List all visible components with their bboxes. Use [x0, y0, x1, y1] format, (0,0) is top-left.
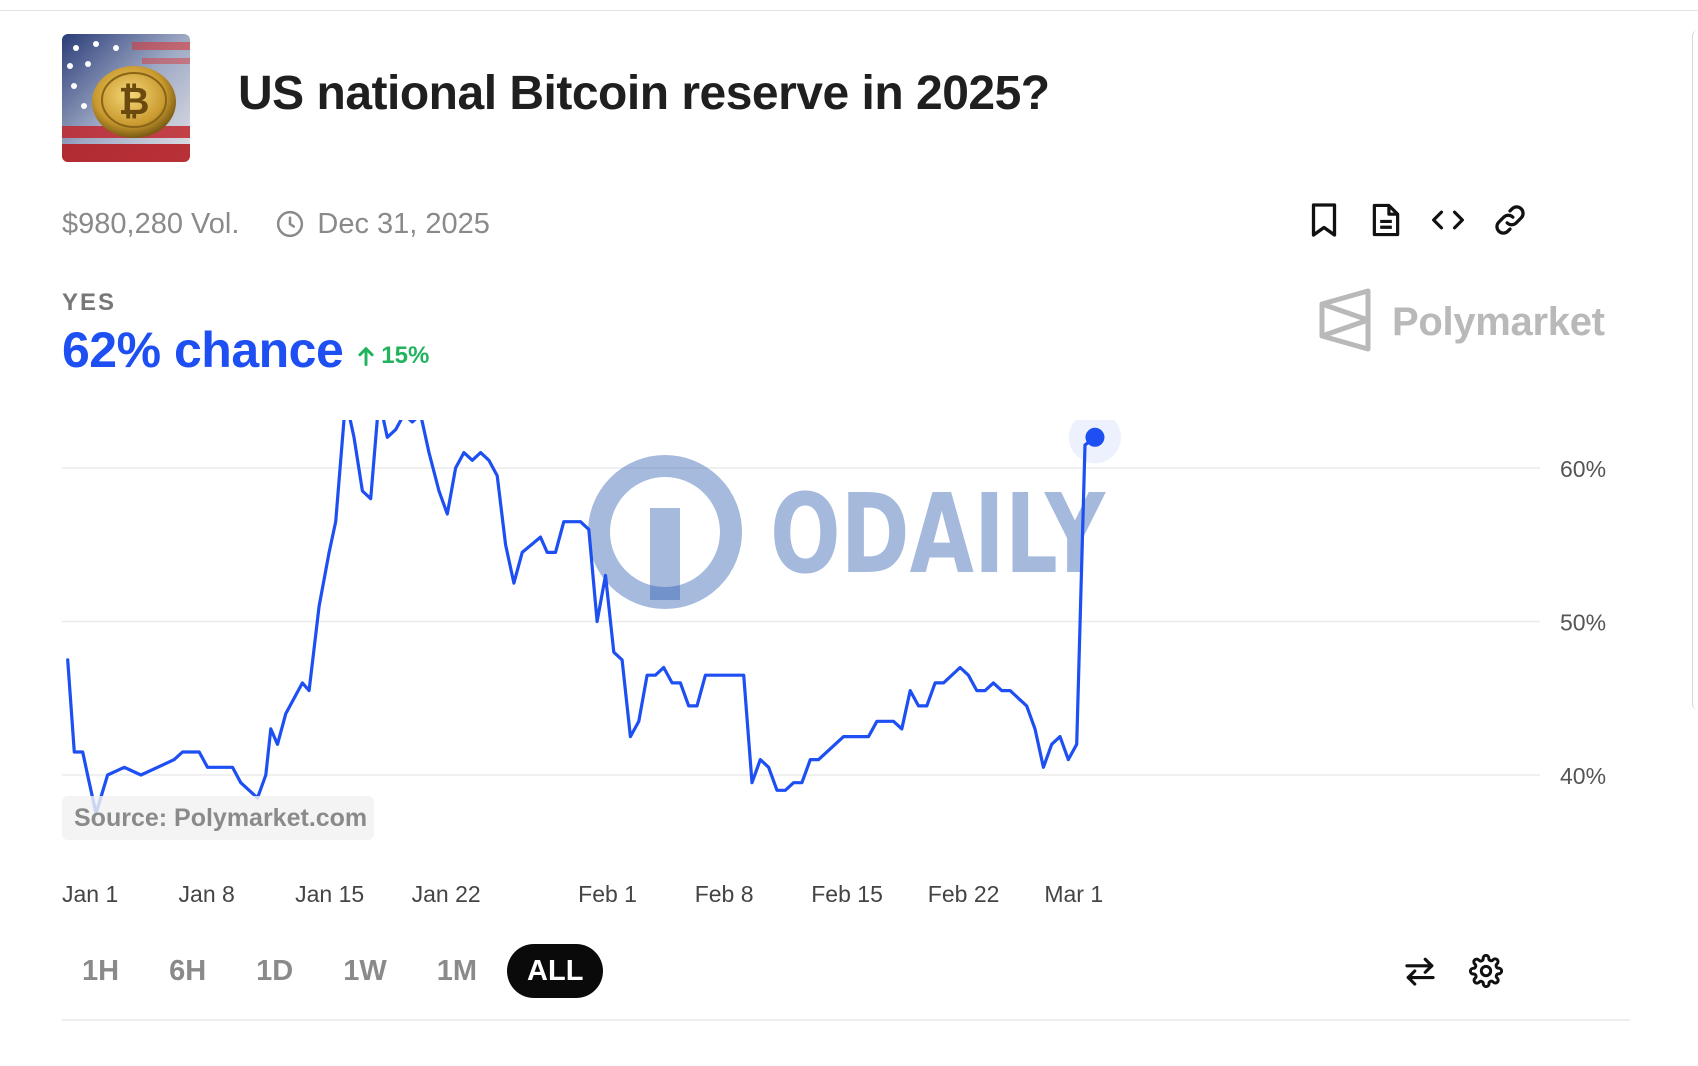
bookmark-icon[interactable] — [1306, 200, 1342, 240]
chance-display: 62% chance 15% — [62, 321, 429, 379]
timeframe-1d-button[interactable]: 1D — [256, 954, 294, 987]
watermark-text: ODAILY — [770, 470, 1106, 598]
price-line — [66, 397, 1097, 815]
x-tick-label: Jan 22 — [412, 881, 481, 907]
change-indicator: 15% — [357, 342, 429, 370]
source-label: Source: Polymarket.com — [62, 796, 374, 840]
x-tick-label: Jan 1 — [62, 881, 118, 907]
x-tick-label: Jan 8 — [179, 881, 235, 907]
action-toolbar — [1306, 200, 1528, 240]
timeframe-selector: 1H 6H 1D 1W 1M ALL — [62, 944, 604, 998]
timeframe-1h-button[interactable]: 1H — [82, 954, 120, 987]
volume-text: $980,280 Vol. — [62, 207, 240, 240]
x-tick-label: Feb 15 — [811, 881, 883, 907]
source-text: Source: Polymarket.com — [74, 804, 367, 832]
top-divider — [0, 0, 1698, 11]
embed-icon[interactable] — [1430, 200, 1466, 240]
polymarket-brand: Polymarket — [1318, 288, 1605, 357]
chart-svg: 40%50%60% ODAILY Source: Polymarket.com … — [62, 397, 1606, 907]
change-value: 15% — [381, 342, 430, 369]
timeframe-6h-button[interactable]: 6H — [169, 954, 207, 987]
brand-name: Polymarket — [1392, 300, 1605, 344]
y-tick-label: 50% — [1560, 610, 1606, 636]
settings-icon[interactable] — [1468, 951, 1504, 991]
current-point — [1085, 427, 1105, 447]
x-tick-label: Mar 1 — [1044, 881, 1103, 907]
x-tick-label: Feb 22 — [928, 881, 1000, 907]
link-icon[interactable] — [1492, 200, 1528, 240]
scrollbar-track[interactable] — [1692, 30, 1698, 710]
swap-icon[interactable] — [1402, 951, 1438, 991]
y-tick-label: 40% — [1560, 763, 1606, 789]
outcome-label: YES — [62, 289, 117, 316]
x-tick-label: Jan 15 — [295, 881, 364, 907]
price-chart[interactable]: 40% 50% 60% ODAILY Source: Polymarket.com … — [0, 397, 1698, 920]
timeframe-1w-button[interactable]: 1W — [343, 954, 387, 987]
chance-value: 62% chance — [62, 322, 344, 378]
document-icon[interactable] — [1368, 200, 1404, 240]
timeframe-1m-button[interactable]: 1M — [436, 954, 478, 987]
y-tick-label: 60% — [1560, 456, 1606, 482]
timeframe-all-button[interactable]: ALL — [507, 944, 604, 998]
clock-icon — [275, 209, 305, 239]
market-thumbnail: ₿ — [62, 34, 190, 162]
odaily-watermark: ODAILY — [588, 455, 1106, 609]
bottom-divider — [62, 1019, 1630, 1021]
arrow-up-icon — [357, 345, 375, 367]
chart-controls — [1402, 951, 1504, 991]
end-date: Dec 31, 2025 — [317, 207, 490, 240]
polymarket-logo-icon — [1318, 288, 1372, 357]
x-tick-label: Feb 8 — [695, 881, 754, 907]
market-title: US national Bitcoin reserve in 2025? — [238, 67, 1050, 120]
x-tick-label: Feb 1 — [578, 881, 637, 907]
svg-text:₿: ₿ — [119, 79, 150, 123]
market-meta: $980,280 Vol. Dec 31, 2025 — [62, 204, 490, 244]
